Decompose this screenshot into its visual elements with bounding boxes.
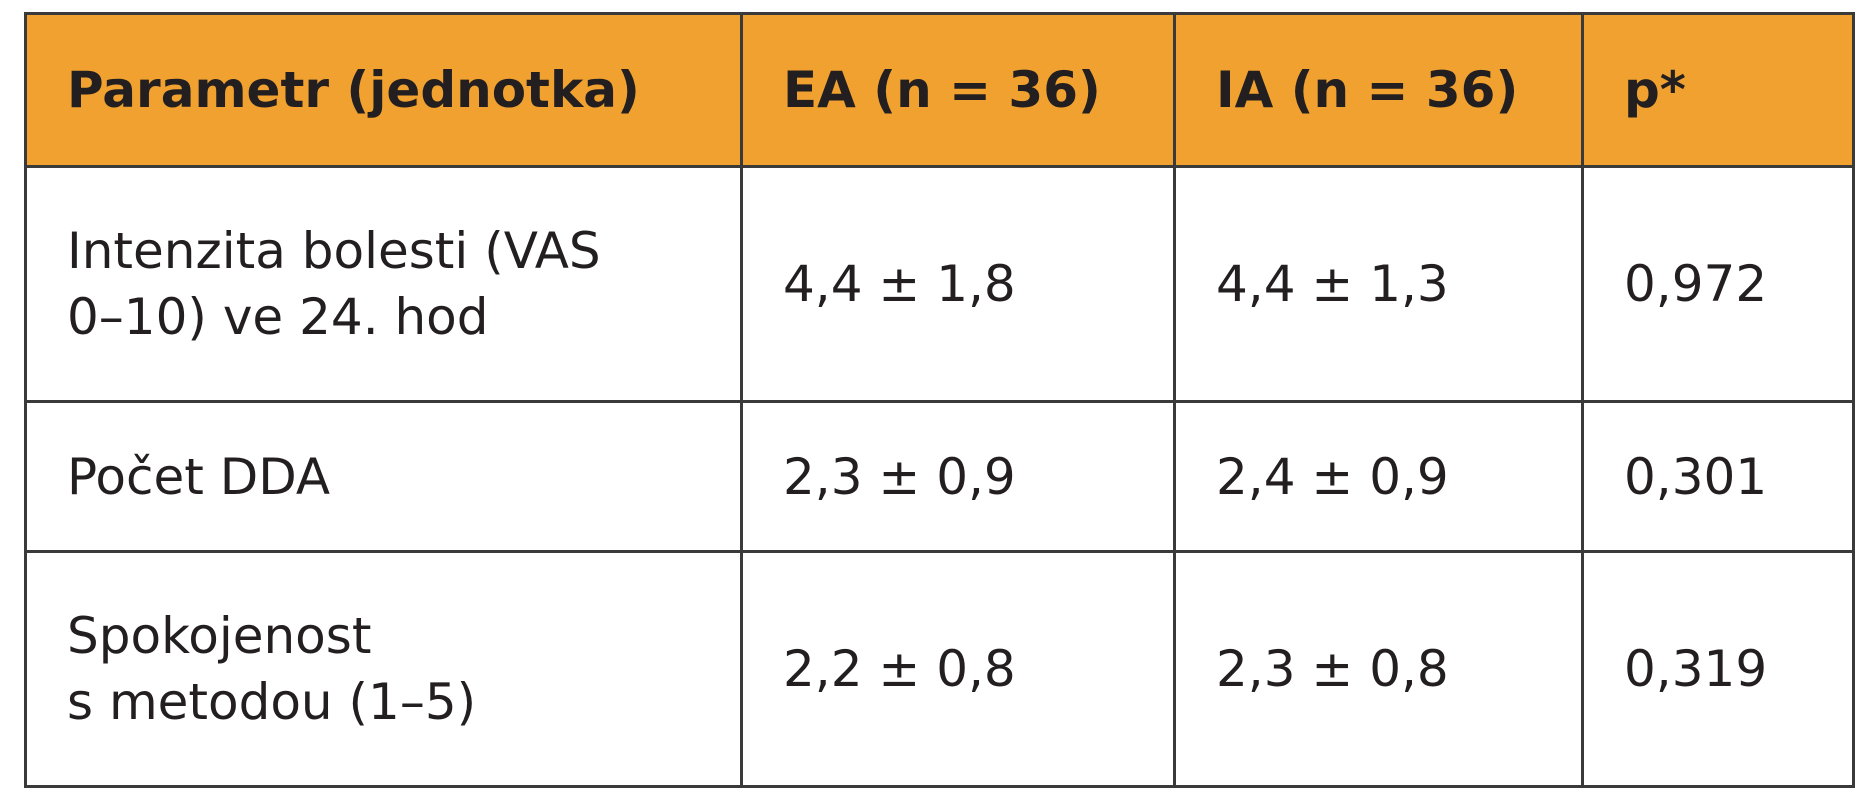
results-table: Parametr (jednotka) EA (n = 36) IA (n = 36… [24, 12, 1855, 788]
value-cell: 2,2 ± 0,8 [740, 550, 1176, 788]
label-cell: Intenzita bolesti (VAS 0–10) ve 24. hod [24, 165, 743, 403]
header-cell: IA (n = 36) [1173, 12, 1584, 168]
table-row: Intenzita bolesti (VAS 0–10) ve 24. hod 4,… [24, 165, 1855, 403]
value-cell: 4,4 ± 1,8 [740, 165, 1176, 403]
value-cell: 2,4 ± 0,9 [1173, 400, 1584, 553]
value-cell: 0,319 [1581, 550, 1855, 788]
table-row: Spokojenost s metodou (1–5) 2,2 ± 0,8 2,3 ±… [24, 550, 1855, 788]
header-row: Parametr (jednotka) EA (n = 36) IA (n = 36… [24, 12, 1855, 168]
cell-line: Intenzita bolesti (VAS [67, 222, 601, 280]
value-cell: 0,301 [1581, 400, 1855, 553]
cell-line: 0–10) ve 24. hod [67, 288, 489, 346]
header-cell: EA (n = 36) [740, 12, 1176, 168]
cell-line: Počet DDA [67, 447, 331, 506]
header-cell: Parametr (jednotka) [24, 12, 743, 168]
value-cell: 2,3 ± 0,9 [740, 400, 1176, 553]
value-cell: 4,4 ± 1,3 [1173, 165, 1584, 403]
value-cell: 2,3 ± 0,8 [1173, 550, 1584, 788]
table-body: Intenzita bolesti (VAS 0–10) ve 24. hod 4,… [24, 165, 1855, 788]
header-cell: p* [1581, 12, 1855, 168]
cell-line: Spokojenost [67, 607, 372, 665]
table-row: Počet DDA 2,3 ± 0,9 2,4 ± 0,9 0,301 [24, 400, 1855, 553]
label-cell: Počet DDA [24, 400, 743, 553]
label-cell: Spokojenost s metodou (1–5) [24, 550, 743, 788]
cell-line: s metodou (1–5) [67, 673, 477, 731]
value-cell: 0,972 [1581, 165, 1855, 403]
